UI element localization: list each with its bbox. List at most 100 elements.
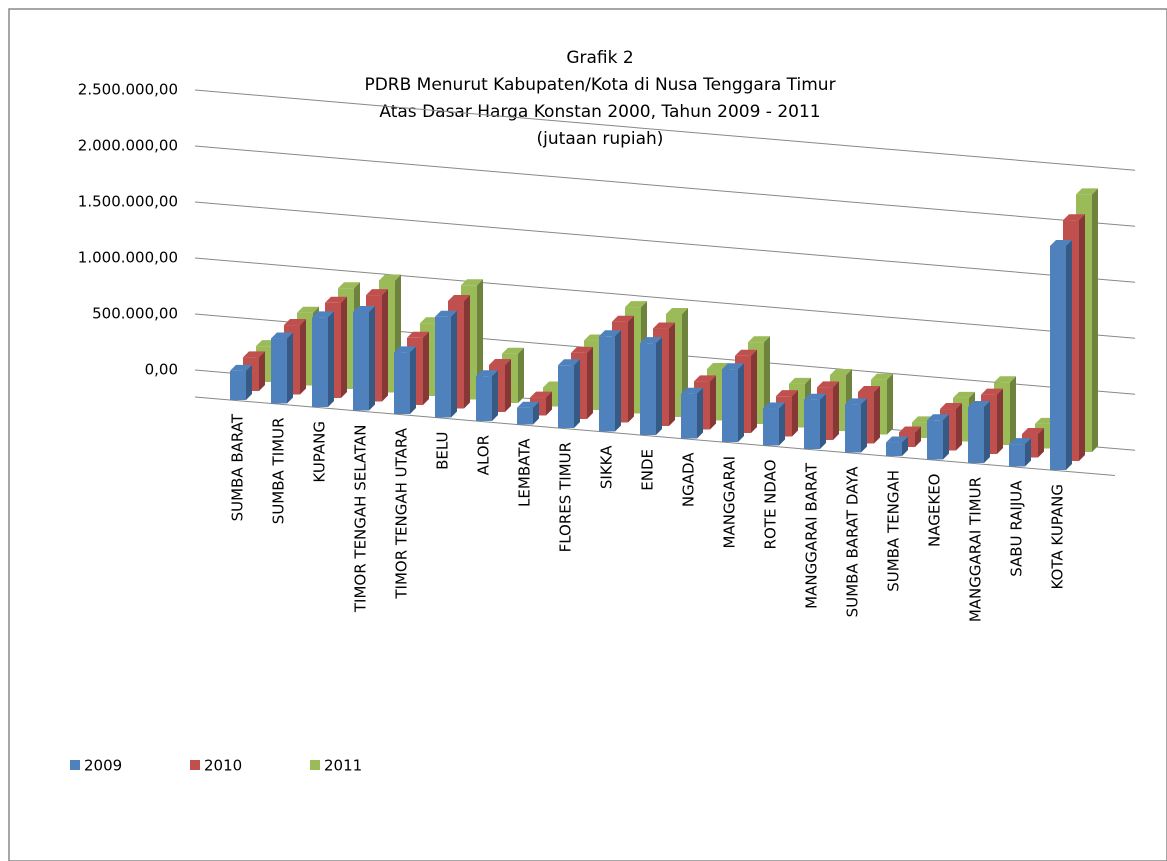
bar-face [461, 279, 483, 286]
x-tick-label: TIMOR TENGAH UTARA [393, 427, 411, 599]
bar-face [297, 306, 319, 313]
grid-line [194, 145, 1136, 227]
bar-face [1066, 240, 1072, 470]
x-tick-label: TIMOR TENGAH SELATAN [352, 425, 370, 614]
bar-face [735, 349, 757, 356]
legend-swatch [310, 760, 320, 770]
x-tick-label: SUMBA BARAT [229, 413, 247, 521]
bar-face [230, 370, 246, 400]
bar-face [956, 403, 962, 451]
x-tick-label: LEMBATA [516, 438, 534, 507]
y-tick-label: 2.500.000,00 [78, 81, 178, 99]
bar-face [886, 442, 902, 456]
bar-face [1063, 214, 1085, 221]
bar-face [858, 385, 880, 392]
bar [394, 346, 416, 414]
bar-face [271, 338, 287, 404]
legend-swatch [190, 760, 200, 770]
bar-face [940, 403, 962, 410]
x-tick-label: ALOR [475, 435, 493, 475]
bar-face [271, 332, 293, 339]
bar-face [915, 426, 921, 447]
bar-face [571, 346, 593, 353]
bar-face [312, 311, 334, 318]
bar-face [1076, 188, 1098, 195]
bar-face [284, 319, 306, 326]
bar-face [789, 377, 811, 384]
bar-face [502, 347, 524, 354]
grid-line [194, 89, 1136, 171]
bar-face [369, 305, 375, 411]
bar [599, 330, 621, 432]
bar-face [1079, 214, 1085, 461]
bar-face [861, 398, 867, 453]
bar-face [328, 311, 334, 407]
bar-face [407, 331, 429, 338]
bar-face [763, 408, 779, 446]
bar-face [423, 331, 429, 405]
grid-line [194, 201, 1136, 283]
legend-label: 2010 [204, 757, 242, 775]
legend-swatch [70, 760, 80, 770]
bar-face [489, 358, 511, 365]
bar-face [451, 310, 457, 418]
bar-face [738, 363, 744, 442]
bar-face [968, 401, 990, 407]
y-tick-label: 1.500.000,00 [78, 193, 178, 211]
bar-face [1050, 246, 1066, 470]
bar-face [845, 398, 867, 405]
bar [517, 401, 539, 425]
bar-face [517, 401, 539, 408]
bar-face [615, 330, 621, 432]
bar-face [505, 358, 511, 412]
bar [886, 436, 908, 456]
bar-face [243, 351, 265, 358]
bar-face [435, 310, 457, 317]
bar-face [353, 311, 369, 411]
bar [312, 311, 334, 407]
bar-face [763, 402, 785, 409]
bar-face [287, 332, 293, 404]
bar [927, 414, 949, 460]
bar-face [981, 388, 1003, 395]
x-tick-label: NAGEKEO [926, 474, 944, 547]
bar-face [1009, 438, 1031, 445]
bar [640, 337, 662, 435]
x-tick-label: SABU RAIJUA [1008, 480, 1026, 577]
bar-face [927, 414, 949, 421]
bar-face [394, 346, 416, 353]
bar-face [984, 401, 990, 463]
x-tick-label: ENDE [639, 449, 657, 491]
x-tick-label: FLORES TIMUR [557, 442, 575, 552]
bar-face [943, 414, 949, 460]
bar [435, 310, 457, 418]
bar-face [697, 387, 703, 439]
bar-face [902, 436, 908, 456]
bar [968, 401, 990, 463]
bar-face [612, 315, 634, 322]
bar-face [558, 359, 580, 366]
bar-face [546, 391, 552, 416]
bar-face [476, 370, 498, 377]
bar [722, 363, 744, 442]
bar-face [666, 307, 688, 314]
bar-face [804, 393, 826, 400]
bar-face [366, 289, 388, 296]
bar-face [448, 294, 470, 301]
bar-face [804, 399, 820, 449]
bar-face [246, 364, 252, 400]
chart-title: (jutaan rupiah) [537, 129, 664, 149]
bar-face [476, 376, 492, 421]
bar-face [435, 316, 451, 418]
chart-title: Atas Dasar Harga Konstan 2000, Tahun 200… [379, 102, 820, 122]
bar-face [722, 363, 744, 370]
bar-face [994, 376, 1016, 383]
chart-title: Grafik 2 [566, 48, 633, 68]
bar-face [927, 420, 943, 460]
bar-face [764, 336, 770, 424]
bar-face [776, 390, 798, 397]
bar-face [820, 393, 826, 449]
bar-face [817, 381, 839, 388]
bar [476, 370, 498, 421]
